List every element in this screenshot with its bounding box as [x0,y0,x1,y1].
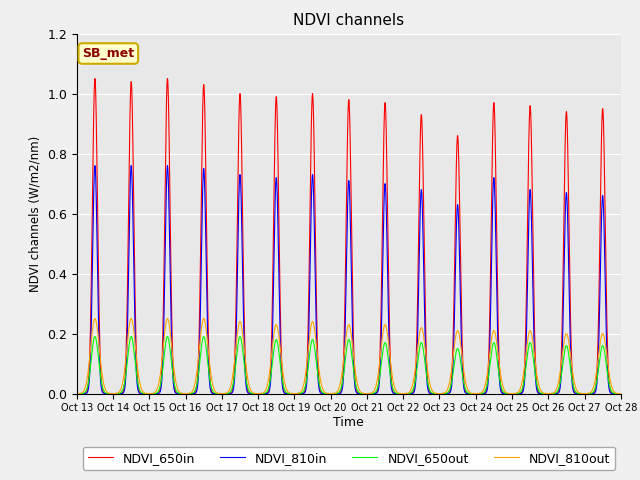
Line: NDVI_650in: NDVI_650in [77,79,621,394]
NDVI_810out [424,369,431,375]
NDVI_650out [189,390,197,396]
NDVI_810in [276,348,284,353]
NDVI_810in [73,391,81,396]
NDVI_810in [189,391,197,396]
Y-axis label: NDVI channels (W/m2/nm): NDVI channels (W/m2/nm) [29,135,42,292]
NDVI_650out [73,391,81,396]
NDVI_650out [276,363,284,369]
X-axis label: Time: Time [333,416,364,429]
NDVI_650out [184,391,191,396]
NDVI_810in [617,391,625,396]
NDVI_650in [501,391,509,396]
NDVI_810out [91,316,99,322]
Line: NDVI_810out: NDVI_810out [77,319,621,394]
NDVI_810out [501,388,509,394]
NDVI_650out [501,390,509,396]
NDVI_650in [189,391,197,396]
NDVI_650in [615,391,623,396]
NDVI_810out [189,387,197,393]
NDVI_810out [615,391,623,396]
NDVI_810out [184,391,191,396]
NDVI_810in [615,391,623,396]
NDVI_650out [617,391,625,396]
NDVI_650out [91,334,99,339]
NDVI_650in [617,391,625,396]
Title: NDVI channels: NDVI channels [293,13,404,28]
NDVI_650out [615,391,623,396]
NDVI_810out [276,348,284,353]
NDVI_810out [617,391,625,396]
NDVI_650in [424,380,431,386]
Line: NDVI_650out: NDVI_650out [77,336,621,394]
NDVI_810in [184,391,191,396]
NDVI_650out [424,381,431,386]
NDVI_810in [424,386,431,392]
Text: SB_met: SB_met [82,47,134,60]
Line: NDVI_810in: NDVI_810in [77,166,621,394]
NDVI_810in [501,391,509,396]
NDVI_810out [73,391,81,396]
NDVI_650in [73,391,81,396]
Legend: NDVI_650in, NDVI_810in, NDVI_650out, NDVI_810out: NDVI_650in, NDVI_810in, NDVI_650out, NDV… [83,447,615,469]
NDVI_810in [91,163,99,168]
NDVI_650in [91,76,99,82]
NDVI_650in [276,317,284,323]
NDVI_650in [184,391,191,396]
